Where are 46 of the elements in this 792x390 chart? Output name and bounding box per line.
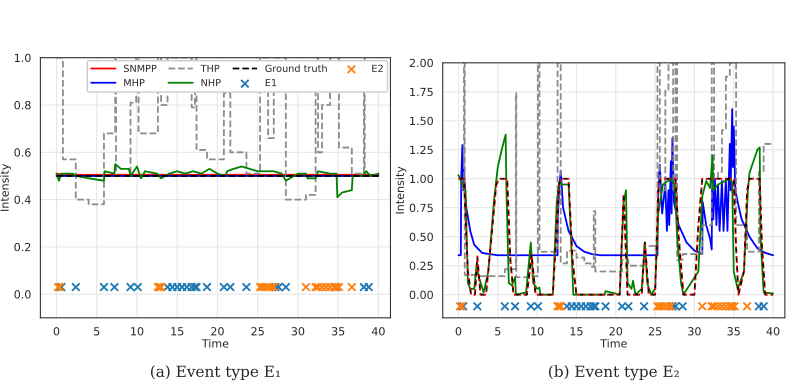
y-tick-label: 1.25: [410, 146, 433, 154]
x-tick-label: 20: [610, 327, 622, 336]
y-axis-title: Intensity: [0, 164, 11, 211]
x-tick-label: 15: [570, 327, 583, 336]
y-tick-label: 0.75: [410, 204, 433, 212]
legend-label: MHP: [124, 79, 145, 86]
legend-label: THP: [200, 64, 220, 72]
x-tick-label: 35: [332, 327, 344, 336]
y-tick-label: 0.00: [410, 290, 433, 300]
legend-label: Ground truth: [265, 64, 327, 72]
y-tick-label: 0.25: [410, 262, 433, 270]
x-tick-label: 40: [766, 327, 780, 336]
x-tick-label: 40: [372, 327, 385, 336]
y-tick-label: 0.50: [410, 232, 433, 242]
y-axis-title: Intensity: [395, 166, 406, 214]
legend-label: E1: [266, 79, 276, 86]
y-tick-label: 1.0: [14, 54, 31, 62]
legend-label: SNMPP: [124, 64, 157, 72]
y-tick-label: 2.00: [410, 58, 433, 68]
x-axis-title: Time: [202, 339, 228, 348]
y-tick-label: 1.75: [410, 88, 433, 96]
x-tick-label: 20: [211, 327, 224, 336]
y-tick-label: 0.0: [14, 290, 31, 299]
legend-label: NHP: [202, 79, 221, 86]
x-tick-label: 30: [688, 327, 701, 336]
legend-label: E2: [372, 64, 383, 72]
y-tick-label: 0.2: [14, 242, 30, 252]
y-tick-label: 1.00: [410, 174, 433, 184]
x-tick-label: 25: [648, 327, 662, 336]
text: (a) Event type E₁: [150, 365, 280, 380]
x-tick-label: 10: [131, 327, 144, 336]
text: (b) Event type E₂: [549, 365, 679, 380]
y-tick-label: 0.4: [14, 196, 31, 204]
y-tick-label: 0.6: [14, 148, 31, 157]
y-tick-label: 0.8: [14, 100, 31, 110]
x-tick-label: 30: [292, 327, 304, 336]
x-tick-label: 5: [495, 327, 500, 336]
x-tick-label: 10: [531, 327, 544, 336]
x-tick-label: 25: [251, 327, 264, 336]
x-tick-label: 15: [171, 327, 184, 336]
x-tick-label: 35: [728, 327, 740, 336]
x-tick-label: 0: [54, 327, 60, 336]
x-tick-label: 0: [456, 327, 462, 336]
x-axis-title: Time: [600, 339, 627, 348]
x-tick-label: 5: [94, 327, 100, 336]
y-tick-label: 1.50: [410, 116, 433, 126]
